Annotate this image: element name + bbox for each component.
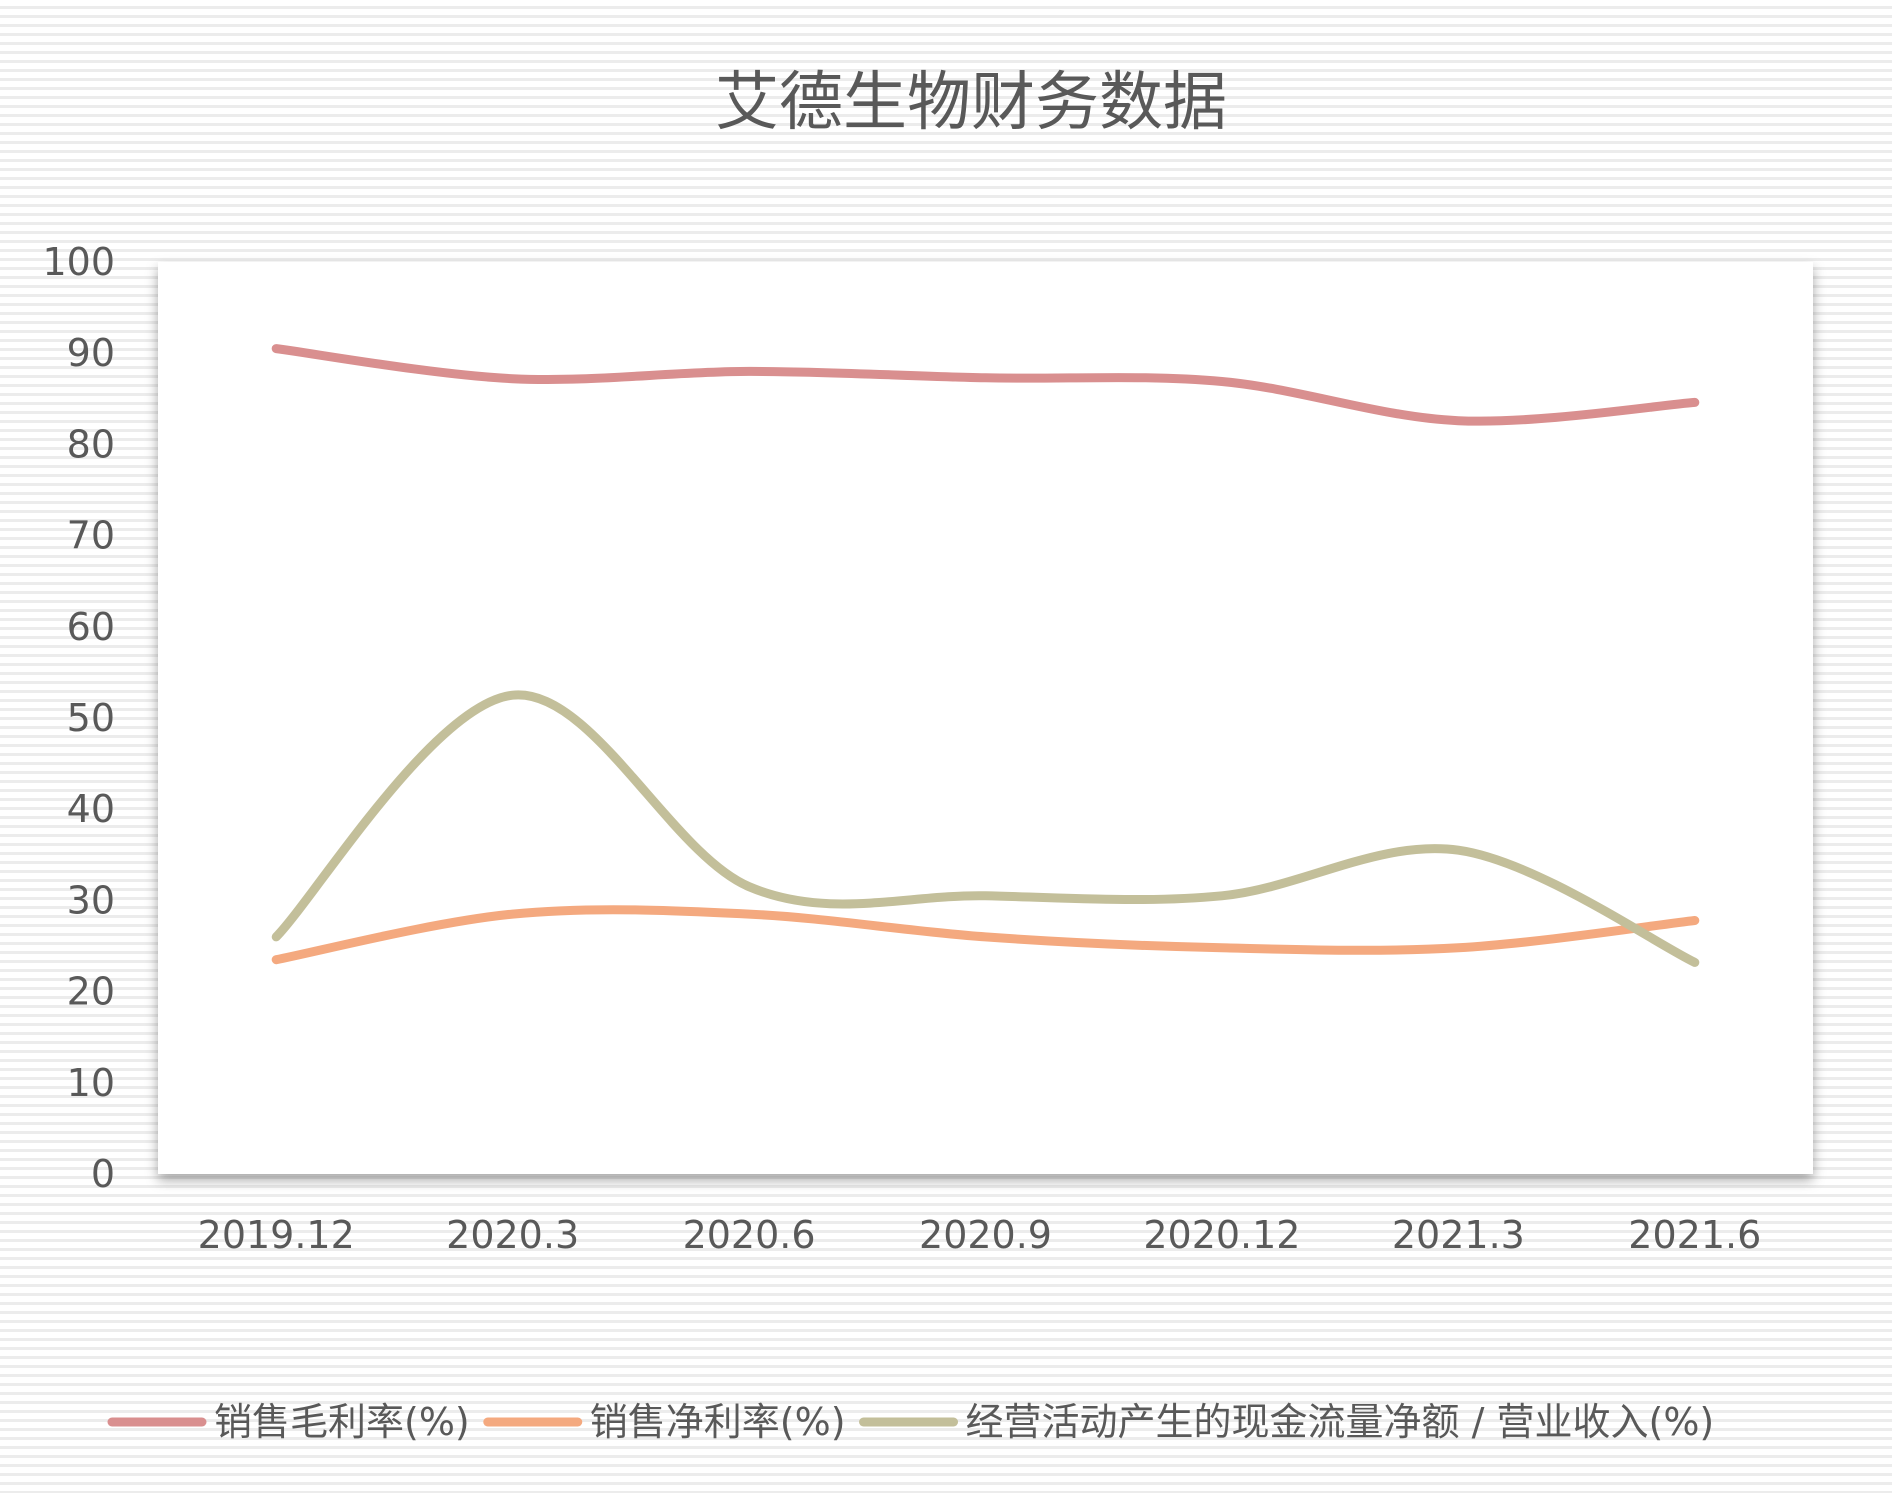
- y-tick-label: 50: [67, 696, 115, 740]
- x-tick-label: 2021.6: [1628, 1213, 1761, 1257]
- y-tick-label: 80: [67, 422, 115, 466]
- y-axis: 0 10 20 30 40 50 60 70 80 90 100: [42, 240, 115, 1196]
- series-lines: [271, 344, 1700, 967]
- x-tick-label: 2019.12: [198, 1213, 355, 1257]
- y-tick-label: 60: [67, 605, 115, 649]
- x-tick-label: 2020.12: [1143, 1213, 1300, 1257]
- y-tick-label: 30: [67, 878, 115, 922]
- x-tick-label: 2020.6: [683, 1213, 816, 1257]
- series-line-1: [271, 344, 1700, 426]
- y-tick-label: 90: [67, 331, 115, 375]
- legend-label: 销售净利率(%): [590, 1400, 846, 1444]
- series-line-2: [271, 905, 1700, 965]
- x-axis: 2019.12 2020.3 2020.6 2020.9 2020.12 2021.3 20…: [198, 1213, 1762, 1257]
- legend: 销售毛利率(%) 销售净利率(%) 经营活动产生的现金流量净额 / 营业收入(%): [107, 1400, 1715, 1444]
- x-tick-label: 2020.9: [919, 1213, 1052, 1257]
- y-tick-label: 40: [67, 787, 115, 831]
- y-tick-label: 70: [67, 514, 115, 558]
- plot-area: [158, 262, 1813, 1174]
- y-tick-label: 20: [67, 970, 115, 1014]
- chart-title: 艾德生物财务数据: [715, 66, 1227, 140]
- legend-label: 销售毛利率(%): [214, 1400, 470, 1444]
- x-tick-label: 2020.3: [446, 1213, 579, 1257]
- legend-label: 经营活动产生的现金流量净额 / 营业收入(%): [966, 1400, 1715, 1444]
- y-tick-label: 100: [42, 240, 115, 284]
- y-tick-label: 0: [91, 1152, 115, 1196]
- y-tick-label: 10: [67, 1061, 115, 1105]
- series-line-3: [271, 690, 1700, 967]
- x-tick-label: 2021.3: [1392, 1213, 1525, 1257]
